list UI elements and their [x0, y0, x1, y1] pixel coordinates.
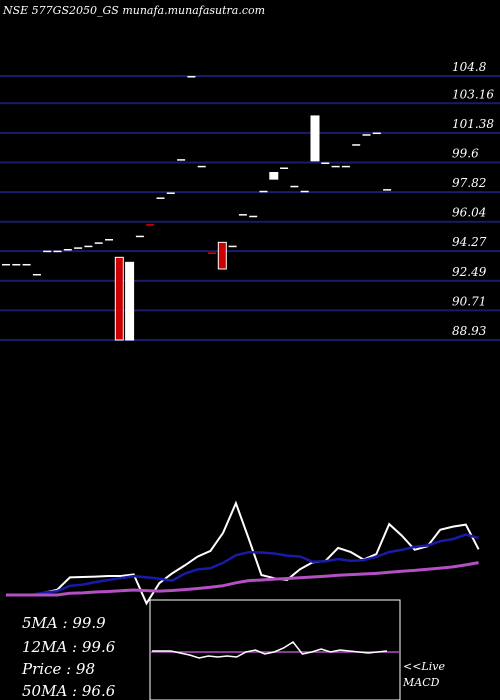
- stat-5ma: 5MA : 99.9: [22, 614, 106, 632]
- price-gridlines: [0, 75, 500, 341]
- candle: [352, 144, 361, 146]
- candle: [187, 76, 196, 78]
- ma-line-5ma: [6, 500, 480, 606]
- candle: [280, 167, 289, 169]
- y-tick-label: 104.8: [452, 60, 487, 74]
- candle: [228, 245, 237, 248]
- candle: [63, 249, 72, 251]
- stat-price: Price : 98: [22, 660, 96, 678]
- candle: [383, 189, 392, 191]
- candle: [197, 165, 206, 168]
- y-tick-label: 97.82: [452, 176, 486, 190]
- candle: [331, 165, 340, 168]
- candle: [259, 190, 268, 193]
- candle: [135, 235, 144, 238]
- chart-title: NSE 577GS2050_GS munafa.munafasutra.com: [3, 4, 266, 17]
- ma-line-50ma: [6, 561, 479, 597]
- stat-50ma: 50MA : 96.6: [22, 682, 116, 700]
- candle: [84, 245, 93, 248]
- candle: [12, 263, 21, 266]
- candle: [53, 250, 62, 253]
- candle: [114, 256, 124, 341]
- stat-12ma: 12MA : 99.6: [22, 638, 116, 656]
- candle: [32, 273, 41, 276]
- candle: [166, 192, 175, 194]
- candle: [310, 115, 320, 162]
- candle: [208, 252, 216, 254]
- candle: [2, 263, 10, 266]
- candle: [238, 214, 247, 216]
- candle: [74, 247, 83, 249]
- candle: [372, 132, 381, 135]
- macd-label: MACD: [403, 676, 440, 689]
- ma-line-12ma: [6, 533, 479, 597]
- macd-line: [152, 641, 388, 659]
- candle: [217, 241, 227, 270]
- candle: [321, 162, 330, 165]
- candle: [290, 185, 299, 188]
- candle: [22, 263, 31, 266]
- candle: [156, 197, 165, 199]
- candle: [300, 190, 309, 193]
- candle: [269, 171, 279, 180]
- candle: [105, 239, 113, 241]
- candle: [94, 242, 103, 244]
- y-tick-label: 92.49: [452, 265, 487, 279]
- live-label: <<Live: [403, 660, 445, 673]
- candle: [249, 215, 258, 218]
- y-tick-label: 96.04: [452, 206, 486, 220]
- y-tick-label: 99.6: [452, 147, 479, 161]
- candle: [125, 261, 135, 341]
- candle: [43, 250, 52, 253]
- candle: [341, 165, 350, 168]
- y-tick-label: 101.38: [452, 117, 494, 131]
- candle: [177, 159, 186, 161]
- candles: [2, 76, 392, 341]
- candle: [362, 134, 371, 136]
- y-axis-tick-labels: 104.8 103.16 101.38 99.6 97.82 96.04 94.27 92.4…: [452, 60, 494, 338]
- y-tick-label: 90.71: [452, 294, 486, 308]
- moving-average-lines: [6, 500, 480, 606]
- y-tick-label: 103.16: [452, 87, 494, 101]
- macd-panel: [149, 599, 401, 700]
- y-tick-label: 94.27: [452, 235, 487, 249]
- candle: [146, 224, 155, 226]
- y-tick-label: 88.93: [452, 324, 487, 338]
